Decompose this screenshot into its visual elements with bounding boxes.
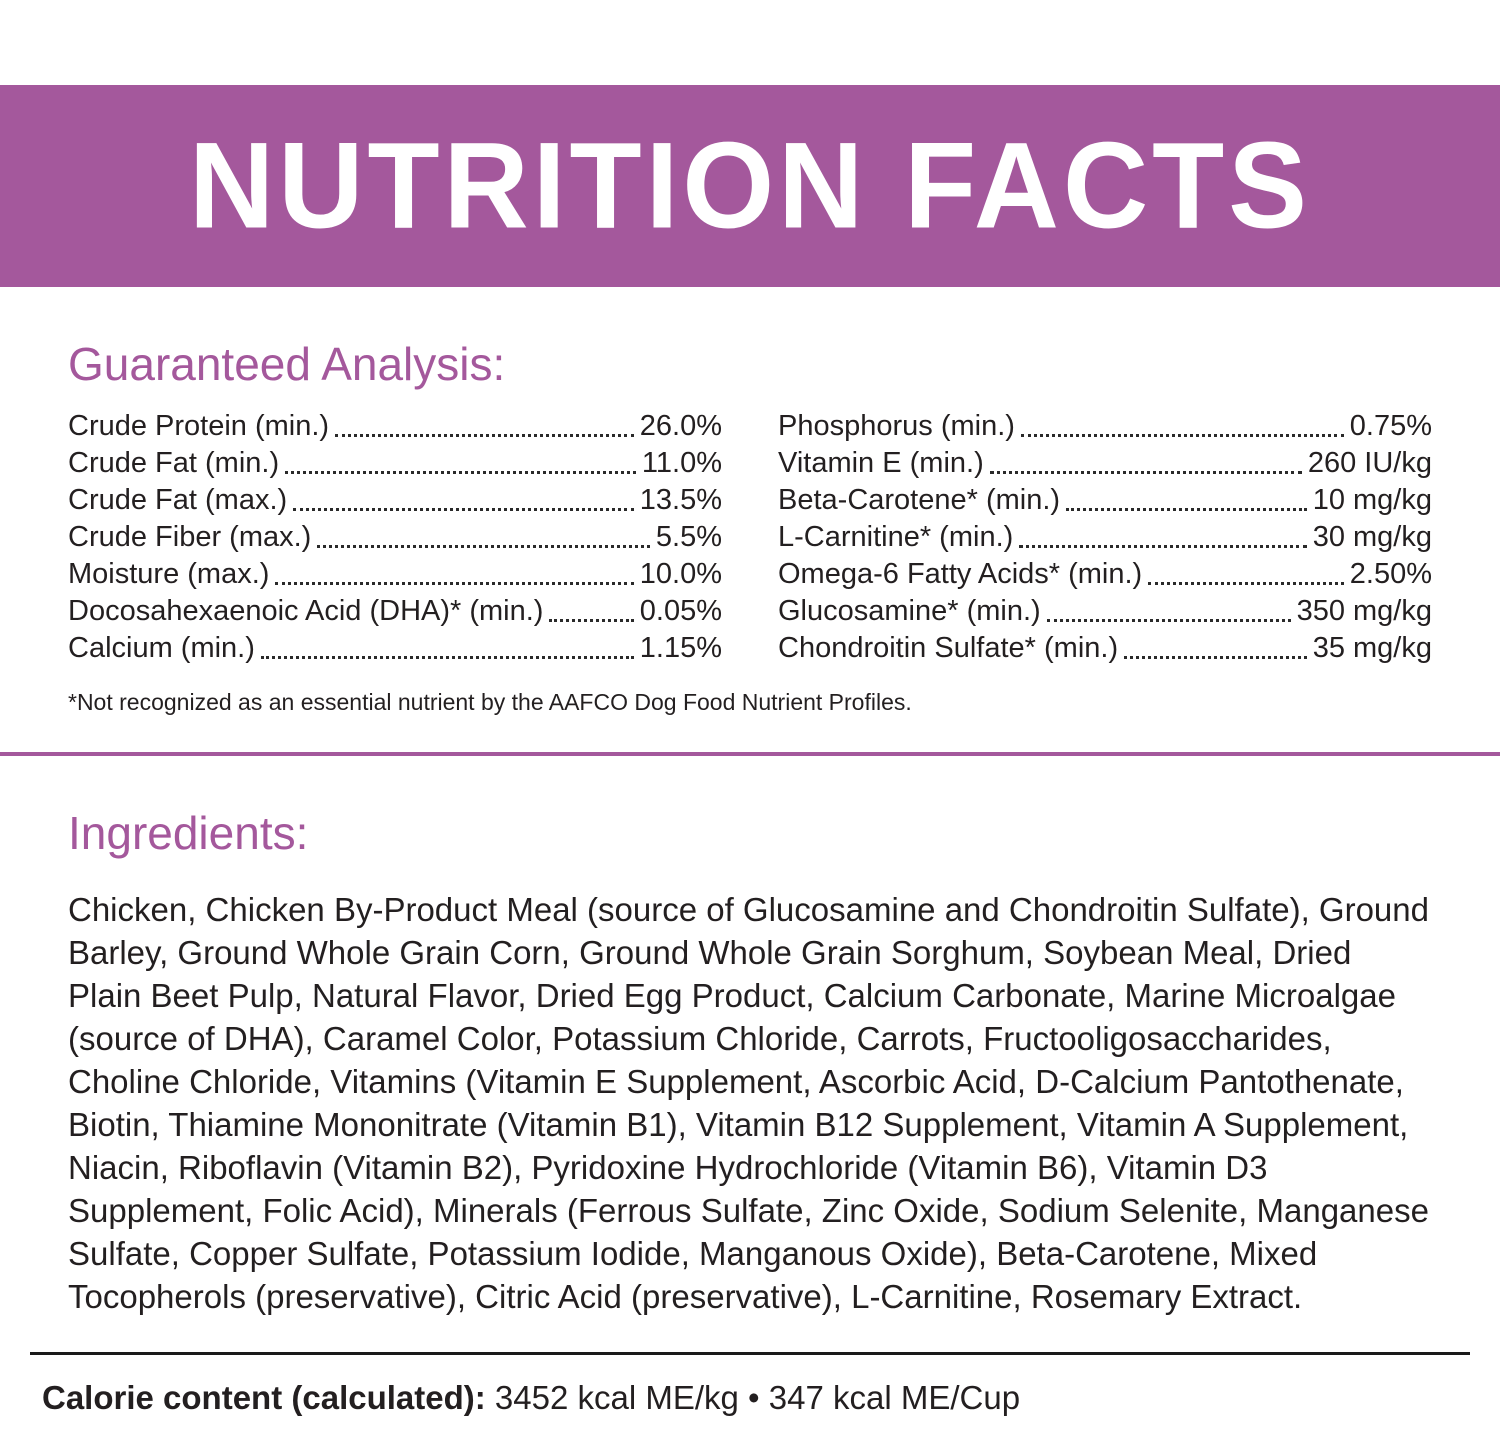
- analysis-row-l-carnitine: L-Carnitine* (min.) 30 mg/kg: [778, 519, 1432, 556]
- analysis-value: 5.5%: [655, 520, 722, 553]
- dot-leader: [1124, 655, 1307, 659]
- analysis-label: Vitamin E (min.): [778, 446, 984, 479]
- analysis-row-crude-fat-max: Crude Fat (max.) 13.5%: [68, 482, 722, 519]
- analysis-row-omega-6: Omega-6 Fatty Acids* (min.) 2.50%: [778, 556, 1432, 593]
- section-divider: [0, 751, 1500, 756]
- analysis-column-right: Phosphorus (min.) 0.75% Vitamin E (min.)…: [778, 408, 1432, 667]
- analysis-value: 35 mg/kg: [1312, 631, 1432, 664]
- analysis-value: 30 mg/kg: [1312, 520, 1432, 553]
- analysis-row-chondroitin: Chondroitin Sulfate* (min.) 35 mg/kg: [778, 630, 1432, 667]
- analysis-value: 1.15%: [639, 631, 722, 664]
- analysis-row-crude-protein: Crude Protein (min.) 26.0%: [68, 408, 722, 445]
- analysis-row-moisture: Moisture (max.) 10.0%: [68, 556, 722, 593]
- analysis-label: Crude Fiber (max.): [68, 520, 312, 553]
- analysis-value: 26.0%: [639, 409, 722, 442]
- analysis-row-vitamin-e: Vitamin E (min.) 260 IU/kg: [778, 445, 1432, 482]
- dot-leader: [989, 470, 1302, 474]
- analysis-label: Chondroitin Sulfate* (min.): [778, 631, 1119, 664]
- dot-leader: [275, 581, 634, 585]
- analysis-value: 11.0%: [641, 446, 722, 479]
- analysis-row-calcium: Calcium (min.) 1.15%: [68, 630, 722, 667]
- analysis-row-glucosamine: Glucosamine* (min.) 350 mg/kg: [778, 593, 1432, 630]
- analysis-label: Beta-Carotene* (min.): [778, 483, 1061, 516]
- dot-leader: [317, 544, 650, 548]
- analysis-value: 10.0%: [639, 557, 722, 590]
- calorie-content-label: Calorie content (calculated):: [42, 1379, 486, 1417]
- dot-leader: [1066, 507, 1307, 511]
- ingredients-text: Chicken, Chicken By-Product Meal (source…: [68, 891, 1429, 1316]
- dot-leader: [1020, 433, 1344, 437]
- analysis-row-crude-fiber: Crude Fiber (max.) 5.5%: [68, 519, 722, 556]
- guaranteed-analysis-section: Guaranteed Analysis: Crude Protein (min.…: [0, 339, 1500, 716]
- analysis-row-phosphorus: Phosphorus (min.) 0.75%: [778, 408, 1432, 445]
- analysis-table: Crude Protein (min.) 26.0% Crude Fat (mi…: [68, 408, 1432, 667]
- analysis-row-beta-carotene: Beta-Carotene* (min.) 10 mg/kg: [778, 482, 1432, 519]
- analysis-value: 0.75%: [1349, 409, 1432, 442]
- analysis-label: Calcium (min.): [68, 631, 255, 664]
- dot-leader: [1019, 544, 1307, 548]
- dot-leader: [293, 507, 634, 511]
- analysis-label: Crude Fat (max.): [68, 483, 288, 516]
- dot-leader: [1148, 581, 1344, 585]
- analysis-value: 260 IU/kg: [1307, 446, 1432, 479]
- header-banner: NUTRITION FACTS: [0, 85, 1500, 287]
- ingredients-section: Ingredients: Chicken, Chicken By-Product…: [0, 806, 1500, 1319]
- analysis-label: Omega-6 Fatty Acids* (min.): [778, 557, 1143, 590]
- analysis-value: 10 mg/kg: [1312, 483, 1432, 516]
- dot-leader: [1046, 618, 1291, 622]
- analysis-label: Crude Fat (min.): [68, 446, 280, 479]
- analysis-label: Moisture (max.): [68, 557, 270, 590]
- calorie-content-section: Calorie content (calculated): 3452 kcal …: [30, 1352, 1470, 1417]
- analysis-value: 350 mg/kg: [1296, 594, 1432, 627]
- analysis-label: Crude Protein (min.): [68, 409, 330, 442]
- analysis-value: 2.50%: [1349, 557, 1432, 590]
- analysis-label: L-Carnitine* (min.): [778, 520, 1014, 553]
- dot-leader: [549, 618, 634, 622]
- analysis-label: Docosahexaenoic Acid (DHA)* (min.): [68, 594, 544, 627]
- analysis-row-dha: Docosahexaenoic Acid (DHA)* (min.) 0.05%: [68, 593, 722, 630]
- aafco-footnote: *Not recognized as an essential nutrient…: [68, 688, 912, 715]
- ingredients-heading: Ingredients:: [68, 806, 309, 859]
- analysis-value: 0.05%: [639, 594, 722, 627]
- analysis-row-crude-fat-min: Crude Fat (min.) 11.0%: [68, 445, 722, 482]
- analysis-column-left: Crude Protein (min.) 26.0% Crude Fat (mi…: [68, 408, 722, 667]
- calorie-content-value: 3452 kcal ME/kg • 347 kcal ME/Cup: [494, 1379, 1021, 1417]
- analysis-label: Glucosamine* (min.): [778, 594, 1041, 627]
- dot-leader: [285, 470, 636, 474]
- guaranteed-analysis-heading: Guaranteed Analysis:: [68, 338, 506, 390]
- dot-leader: [335, 433, 634, 437]
- analysis-value: 13.5%: [639, 483, 722, 516]
- dot-leader: [260, 655, 634, 659]
- page-title: NUTRITION FACTS: [189, 117, 1311, 255]
- analysis-label: Phosphorus (min.): [778, 409, 1015, 442]
